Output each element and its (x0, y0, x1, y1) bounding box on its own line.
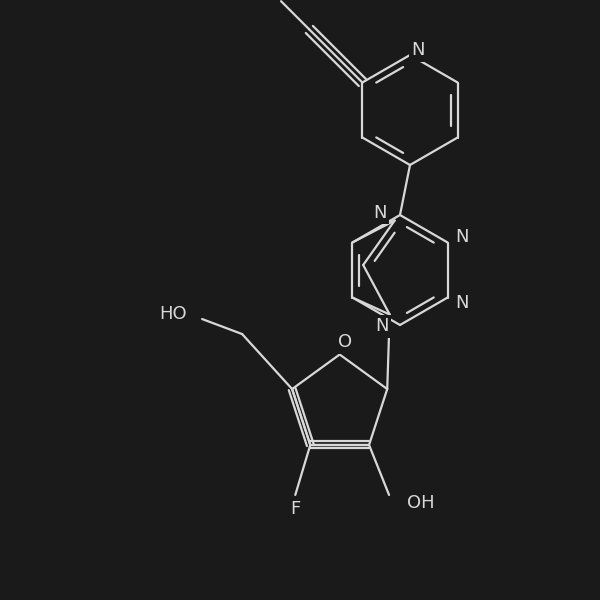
Text: O: O (338, 334, 352, 352)
Text: HO: HO (160, 305, 187, 323)
Text: OH: OH (407, 494, 434, 512)
Text: N: N (375, 317, 388, 335)
Text: N: N (455, 293, 469, 311)
Text: N: N (411, 41, 425, 59)
Text: F: F (290, 500, 301, 518)
Text: N: N (373, 203, 386, 221)
Text: N: N (455, 229, 469, 247)
